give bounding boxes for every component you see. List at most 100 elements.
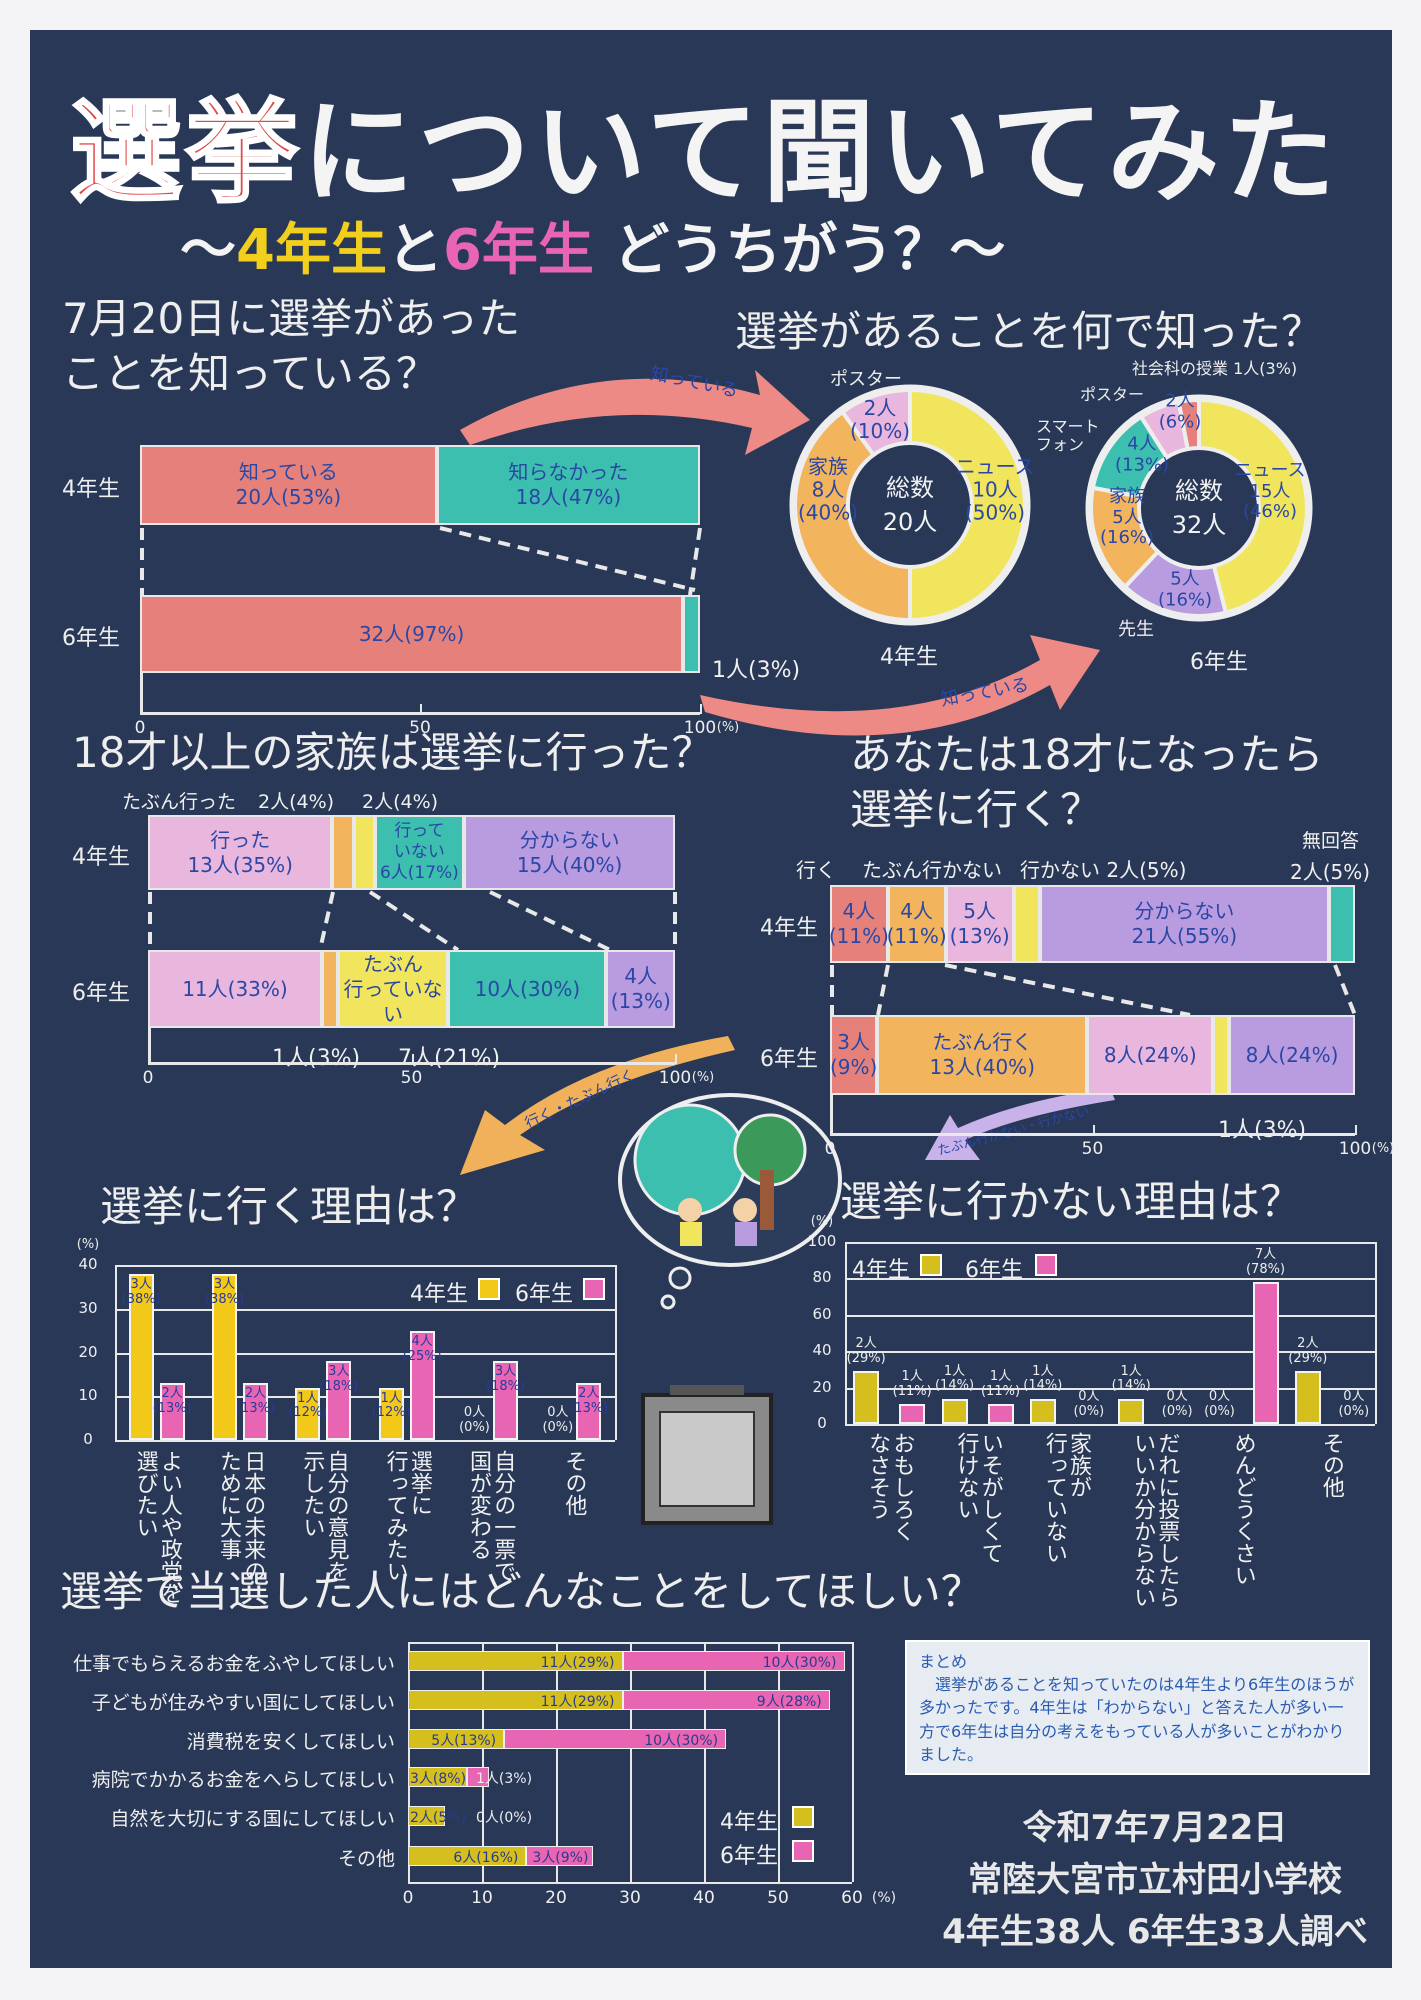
bar-segment: 5人 (13%)	[945, 885, 1014, 963]
category-label: おもしろく なさそう	[865, 1432, 915, 1542]
donut-slice	[908, 387, 1027, 623]
y-tick-label: 0	[83, 1430, 93, 1448]
bar-segment: 分からない 21人(55%)	[1040, 885, 1329, 963]
bar-label: 1人 (14%)	[1023, 1363, 1063, 1394]
bar-segment: 8人(24%)	[1229, 1015, 1355, 1095]
category-label: 自分の意見を 示したい	[299, 1450, 349, 1582]
bar-segment: 4人 (11%)	[887, 885, 947, 963]
bar-label: 1人 (14%)	[1111, 1363, 1151, 1394]
category-label: 選挙に 行ってみたい	[382, 1450, 432, 1582]
bar-label: 1人 (12%)	[371, 1390, 411, 1421]
subtitle-to: と	[386, 218, 443, 283]
axis-tick	[420, 704, 422, 714]
donut-slice	[1176, 397, 1201, 452]
survey-respondents: 4年生38人 6年生33人調べ	[942, 1912, 1368, 1952]
axis-line	[408, 1642, 852, 1644]
bar	[941, 1398, 968, 1424]
q5-legend-grade6: 6年生	[515, 1282, 573, 1307]
bar-label: 7人 (78%)	[1245, 1247, 1286, 1277]
donut-center-label: 総数	[886, 474, 934, 503]
bar-segment	[321, 950, 338, 1028]
q6-title: 選挙に行かない理由は？	[840, 1177, 1303, 1226]
axis-tick	[1092, 1125, 1095, 1135]
q3-callout: 7人(21%)	[398, 1046, 501, 1071]
q4-callout: 行かない 2人(5%)	[1020, 858, 1187, 882]
donut-slice	[1197, 397, 1309, 616]
bar-label: 0人 (0%)	[1073, 1389, 1105, 1419]
axis-unit: (%)	[716, 720, 740, 735]
summary-heading: まとめ	[919, 1652, 968, 1671]
bar-segment: 3人 (9%)	[830, 1015, 877, 1095]
category-label: その他	[337, 1848, 395, 1870]
bar	[1252, 1282, 1279, 1424]
bar-segment: 行った 13人(35%)	[148, 815, 333, 890]
donut4-label-poster: ポスター	[830, 369, 902, 390]
y-tick-label: 40	[812, 1341, 832, 1360]
axis-line	[830, 1095, 833, 1133]
q7-legend-grade4: 4年生	[720, 1810, 778, 1835]
y-tick-label: 0	[817, 1414, 827, 1432]
bar	[987, 1403, 1014, 1424]
category-label: 家族が 行っていない	[1041, 1432, 1092, 1564]
tick-label: 0	[142, 1068, 154, 1088]
bar-segment	[683, 595, 700, 673]
bar-label: 1人(3%)	[476, 1771, 533, 1787]
q4-callout: 行く	[796, 858, 836, 882]
tick-label: 50	[1081, 1139, 1104, 1159]
q4-callout: 無回答	[1302, 830, 1360, 852]
bar-label: 0人 (0%)	[542, 1405, 574, 1435]
x-tick-label: 50	[767, 1888, 789, 1908]
bar-label: 0人 (0%)	[1161, 1389, 1193, 1419]
donut-slice-label: 家族 5人 (16%)	[1099, 485, 1155, 549]
bar-label: 3人 (38%)	[204, 1276, 245, 1307]
bar	[853, 1371, 880, 1424]
axis-unit: (%)	[691, 1070, 715, 1085]
q5-legend-swatch-grade4	[478, 1278, 500, 1300]
bar	[295, 1387, 321, 1440]
y-tick-label: 60	[812, 1304, 832, 1323]
row-label: 6年生	[760, 1047, 818, 1072]
bar-label: 9人(28%)	[756, 1694, 822, 1710]
title-highlight: 選挙	[69, 87, 302, 220]
bar	[467, 1767, 490, 1787]
tick-label: 100	[1338, 1139, 1372, 1159]
gridline	[852, 1642, 854, 1882]
tick-label: 0	[824, 1139, 836, 1159]
subtitle-grade4: 4年生	[236, 218, 387, 283]
row-label: 4年生	[760, 916, 818, 941]
arrow-go	[460, 1036, 735, 1175]
gridline	[778, 1642, 780, 1882]
row-label: 6年生	[72, 981, 130, 1006]
bar-label: 5人(13%)	[431, 1733, 497, 1749]
bar-label: 3人 (18%)	[319, 1364, 359, 1395]
bar-segment	[1013, 885, 1040, 963]
tick-label: 50	[400, 1068, 423, 1088]
x-tick-label: 60	[841, 1888, 863, 1908]
donut6-label-class: 社会科の授業 1人(3%)	[1132, 359, 1298, 378]
axis-line	[615, 1265, 617, 1440]
donut4-grade: 4年生	[880, 645, 938, 670]
bar-segment: 4人 (11%)	[829, 885, 889, 963]
category-label: 病院でかかるお金をへらしてほしい	[91, 1769, 395, 1791]
bar	[408, 1846, 527, 1866]
donut-slice-label: 2人 (10%)	[849, 396, 911, 443]
survey-date: 令和7年7月22日	[1022, 1808, 1288, 1848]
bar	[408, 1651, 623, 1671]
bar-label: 2人 (13%)	[235, 1386, 276, 1417]
bar	[576, 1383, 602, 1440]
donut-center-label: 総数	[1175, 477, 1223, 506]
bar	[526, 1846, 593, 1866]
bar-segment	[353, 815, 375, 890]
bar	[408, 1806, 445, 1826]
bar-label: 1人 (11%)	[892, 1368, 932, 1399]
donut-slice-label: ニュース 10人 (50%)	[955, 454, 1035, 525]
bar-label: 3人(8%)	[410, 1771, 467, 1787]
bar-segment: 分からない 15人(40%)	[464, 815, 675, 890]
gridline	[845, 1278, 1375, 1281]
axis-tick	[148, 1054, 150, 1064]
bar	[622, 1651, 845, 1671]
bar-segment: 行って いない 6人(17%)	[374, 815, 465, 890]
gridline	[845, 1387, 1375, 1390]
axis-line	[1375, 1242, 1377, 1424]
bar-label: 3人 (38%)	[121, 1276, 161, 1307]
